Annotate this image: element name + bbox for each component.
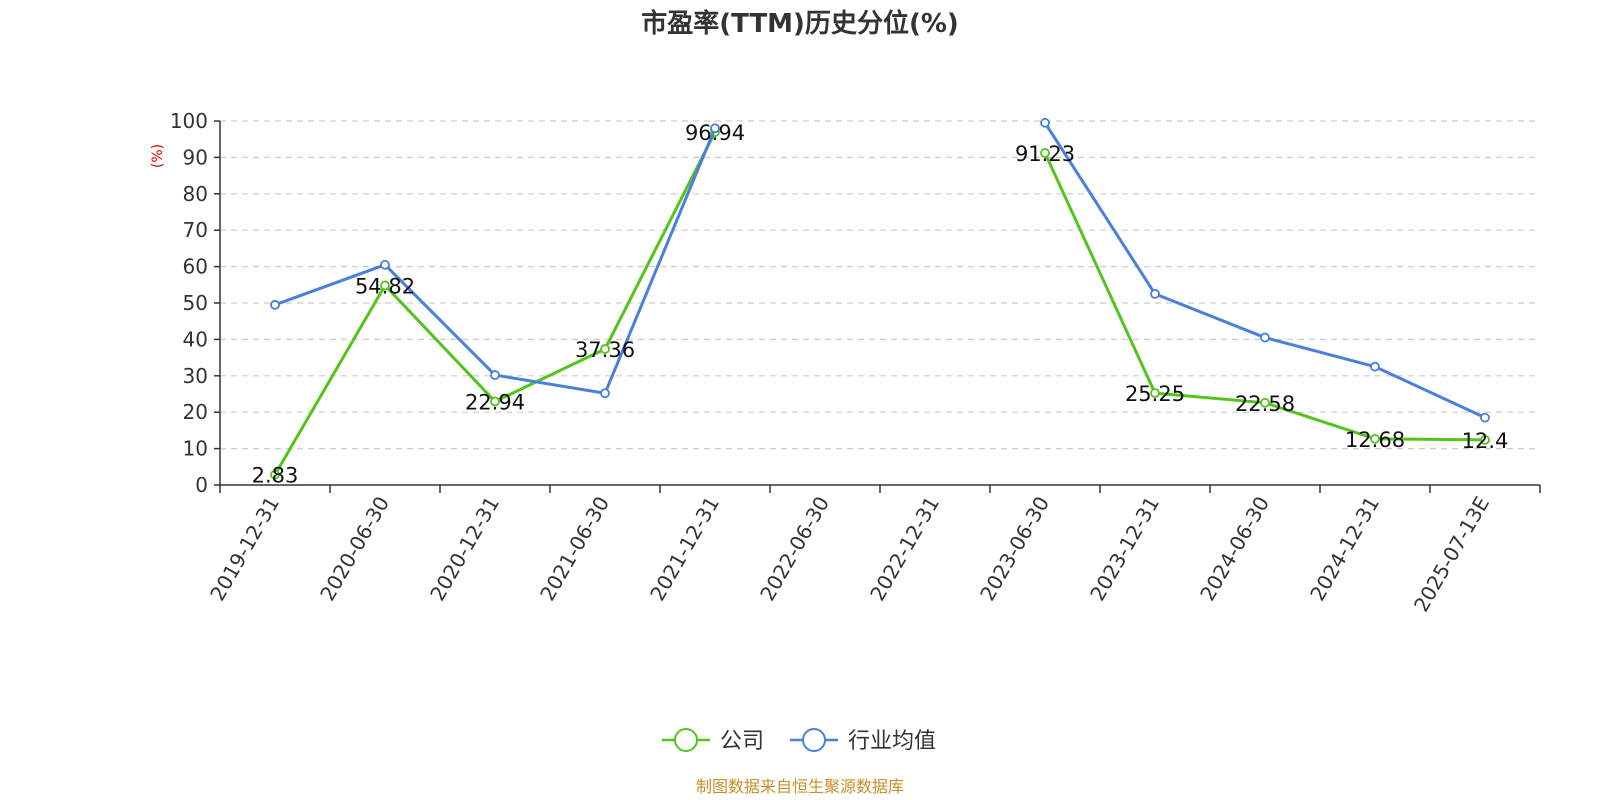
data-point[interactable] xyxy=(490,370,500,380)
data-label: 96.94 xyxy=(685,121,745,145)
legend-label: 公司 xyxy=(720,729,764,754)
legend-marker xyxy=(802,728,826,752)
legend-item[interactable]: 公司 xyxy=(662,728,764,754)
source-note: 制图数据来自恒生聚源数据库 xyxy=(696,777,904,796)
series-lines xyxy=(270,117,1490,480)
y-tick-label: 10 xyxy=(183,437,208,461)
chart-title: 市盈率(TTM)历史分位(%) xyxy=(641,8,959,39)
x-tick-label: 2024-12-31 xyxy=(1305,492,1384,605)
data-label: 91.23 xyxy=(1015,142,1075,166)
data-label: 12.4 xyxy=(1462,429,1509,453)
data-point[interactable] xyxy=(1040,148,1050,158)
series-line xyxy=(1043,122,1486,420)
legend-marker xyxy=(674,728,698,752)
data-label: 25.25 xyxy=(1125,382,1185,406)
x-tick-label: 2021-12-31 xyxy=(645,492,724,605)
y-tick-label: 80 xyxy=(183,182,208,206)
x-tick-label: 2020-12-31 xyxy=(425,492,504,605)
data-point[interactable] xyxy=(1150,288,1160,299)
data-point[interactable] xyxy=(1480,412,1490,423)
y-tick-label: 100 xyxy=(170,109,208,133)
y-tick-label: 60 xyxy=(183,255,208,279)
data-point[interactable] xyxy=(380,259,390,270)
data-point[interactable] xyxy=(1040,117,1050,128)
y-tick-label: 0 xyxy=(195,473,208,497)
data-point[interactable] xyxy=(710,123,720,134)
x-tick-label: 2024-06-30 xyxy=(1195,492,1274,605)
data-labels: 2.83 54.82 22.94 37.36 96.94 91.23 25.25 22.58 1… xyxy=(252,121,1509,488)
data-point[interactable] xyxy=(1260,397,1270,408)
x-tick-label: 2022-12-31 xyxy=(865,492,944,605)
y-axis-unit-label: (%) xyxy=(150,144,166,168)
y-tick-label: 70 xyxy=(183,218,208,242)
y-tick-label: 90 xyxy=(183,145,208,169)
data-label: 54.82 xyxy=(355,274,415,298)
legend-label: 行业均值 xyxy=(848,729,936,754)
data-point[interactable] xyxy=(1370,433,1380,444)
x-tick-label: 2021-06-30 xyxy=(535,492,614,605)
y-tick-label: 50 xyxy=(183,291,208,315)
axes: 0 10 20 30 40 50 60 70 80 90 100 2019-12-31 2020-06-… xyxy=(170,109,1541,616)
x-tick-label: 2020-06-30 xyxy=(315,492,394,605)
data-label: 22.94 xyxy=(465,390,525,414)
data-point[interactable] xyxy=(1150,388,1160,398)
data-point[interactable] xyxy=(600,388,610,399)
data-point[interactable] xyxy=(270,469,280,480)
y-tick-label: 40 xyxy=(183,327,208,351)
data-label: 2.83 xyxy=(252,464,299,488)
series-1 xyxy=(270,117,1490,423)
data-point[interactable] xyxy=(1480,434,1490,445)
y-tick-label: 30 xyxy=(183,364,208,388)
data-point[interactable] xyxy=(1370,361,1380,372)
grid-lines xyxy=(220,120,1540,450)
x-tick-label: 2023-12-31 xyxy=(1085,492,1164,605)
data-point[interactable] xyxy=(270,299,280,310)
x-tick-label: 2023-06-30 xyxy=(975,492,1054,605)
data-point[interactable] xyxy=(1260,332,1270,343)
data-label: 37.36 xyxy=(575,338,635,362)
data-label: 22.58 xyxy=(1235,392,1295,416)
legend-item[interactable]: 行业均值 xyxy=(790,728,936,754)
data-point[interactable] xyxy=(380,280,390,291)
y-tick-label: 20 xyxy=(183,400,208,424)
data-point[interactable] xyxy=(600,344,610,354)
x-tick-label: 2025-07-13E xyxy=(1409,492,1494,616)
legend[interactable]: 公司 行业均值 xyxy=(662,728,936,754)
x-tick-label: 2022-06-30 xyxy=(755,492,834,605)
data-label: 12.68 xyxy=(1345,428,1405,452)
x-tick-label: 2019-12-31 xyxy=(205,492,284,605)
data-point[interactable] xyxy=(490,396,500,407)
